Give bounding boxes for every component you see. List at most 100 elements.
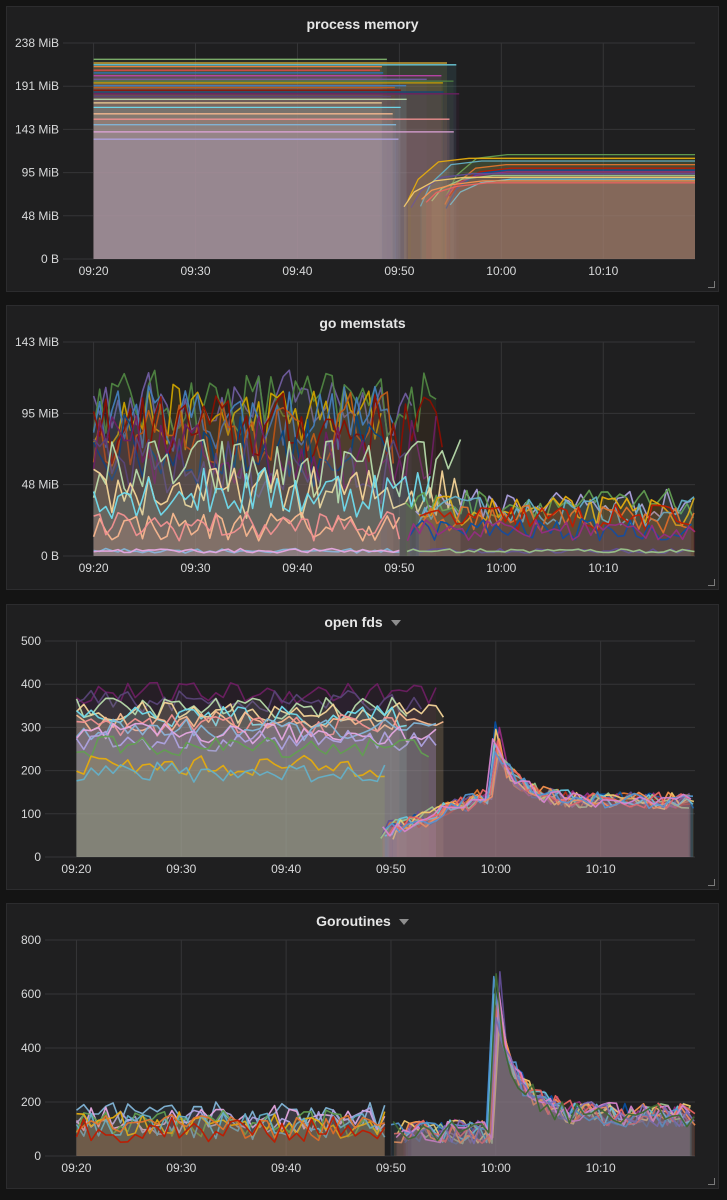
- series-line-area: [389, 727, 691, 857]
- x-tick-label: 09:40: [282, 264, 312, 278]
- series-line: [75, 722, 437, 746]
- series-line-area: [76, 702, 444, 857]
- series-line-area: [93, 107, 401, 260]
- series-line: [421, 180, 695, 200]
- y-tick-label: 143 MiB: [15, 335, 59, 349]
- series-line-area: [76, 736, 429, 857]
- series-line: [449, 178, 695, 206]
- x-tick-label: 10:00: [486, 561, 516, 575]
- series-group: [92, 369, 696, 556]
- y-tick-label: 48 MiB: [22, 478, 59, 492]
- series-line: [92, 385, 395, 452]
- x-tick-label: 10:10: [586, 862, 616, 876]
- x-tick-label: 09:50: [384, 561, 414, 575]
- series-line-area: [418, 496, 695, 556]
- series-line-area: [93, 59, 387, 259]
- series-line-area: [396, 739, 691, 857]
- y-tick-label: 0 B: [41, 549, 59, 563]
- series-line-area: [93, 384, 381, 556]
- series-line-area: [407, 519, 695, 556]
- series-line-area: [446, 170, 695, 259]
- series-line-area: [76, 1105, 385, 1156]
- series-line: [384, 751, 694, 833]
- series-line-area: [396, 993, 690, 1156]
- resize-handle[interactable]: [708, 579, 715, 586]
- series-line-area: [444, 164, 695, 259]
- y-tick-label: 500: [21, 634, 41, 648]
- y-tick-label: 143 MiB: [15, 122, 59, 136]
- series-line-area: [76, 762, 385, 857]
- series-line-area: [418, 496, 694, 556]
- series-line: [425, 182, 695, 203]
- goroutines-panel: 0 200 400 600 800 09:20 09:30 09:40 09:50 10:00 10…: [6, 903, 719, 1189]
- series-line-area: [93, 96, 392, 259]
- series-line-area: [93, 63, 447, 259]
- y-tick-label: 200: [21, 764, 41, 778]
- series-line: [93, 511, 401, 542]
- x-tick-label: 09:30: [181, 561, 211, 575]
- series-line-area: [76, 1114, 385, 1156]
- series-line-area: [93, 131, 454, 259]
- resize-handle[interactable]: [708, 879, 715, 886]
- series-line: [75, 1114, 385, 1142]
- panel-title[interactable]: go memstats: [319, 315, 406, 331]
- resize-handle[interactable]: [708, 281, 715, 288]
- series-line-area: [93, 85, 407, 259]
- process-memory-chart: 0 B 48 MiB 95 MiB 143 MiB 191 MiB 238 MiB 09:2…: [15, 36, 695, 278]
- panel-title[interactable]: process memory: [306, 16, 419, 32]
- series-line: [92, 369, 437, 437]
- series-line-area: [420, 161, 695, 259]
- series-line: [76, 735, 430, 758]
- series-line-area: [426, 182, 695, 259]
- series-line-area: [394, 1002, 695, 1156]
- go-memstats-panel: 0 B 48 MiB 95 MiB 143 MiB 09:20 09:30 09:40 09:…: [6, 305, 719, 590]
- series-line-area: [93, 124, 397, 259]
- series-line: [75, 718, 437, 742]
- series-line-area: [93, 467, 461, 556]
- series-line-area: [404, 177, 695, 259]
- series-line-area: [93, 370, 437, 556]
- series-line-area: [418, 505, 694, 556]
- y-tick-label: 0 B: [41, 252, 59, 266]
- series-line-area: [93, 392, 394, 556]
- x-tick-label: 09:40: [282, 561, 312, 575]
- resize-handle[interactable]: [708, 1178, 715, 1185]
- series-line: [76, 761, 386, 783]
- series-line: [76, 754, 385, 778]
- series-line: [76, 681, 437, 705]
- chevron-down-icon[interactable]: [390, 620, 401, 627]
- y-tick-label: 400: [21, 677, 41, 691]
- series-line-area: [76, 755, 385, 857]
- y-tick-label: 400: [21, 1041, 41, 1055]
- y-tick-label: 0: [34, 850, 41, 864]
- y-tick-label: 95 MiB: [22, 166, 59, 180]
- x-tick-label: 09:30: [166, 1161, 196, 1175]
- series-line-area: [93, 139, 399, 259]
- series-line-area: [76, 1102, 385, 1156]
- chevron-down-icon[interactable]: [398, 919, 409, 926]
- open-fds-panel: 0 100 200 300 400 500 09:20 09:30 09:40 09:50 10:0…: [6, 604, 719, 890]
- series-line-area: [410, 518, 692, 556]
- x-tick-label: 10:00: [481, 862, 511, 876]
- series-line: [76, 713, 401, 737]
- series-line: [92, 467, 431, 519]
- y-tick-label: 0: [34, 1149, 41, 1163]
- series-line-area: [93, 511, 400, 556]
- series-line-area: [445, 171, 695, 259]
- series-line-area: [93, 102, 382, 260]
- series-line: [75, 705, 407, 728]
- x-tick-label: 10:10: [588, 264, 618, 278]
- series-line: [419, 160, 695, 207]
- series-line-area: [93, 113, 393, 259]
- y-tick-label: 300: [21, 720, 41, 734]
- goroutines-chart: 0 200 400 600 800 09:20 09:30 09:40 09:50 10:00 10…: [21, 933, 696, 1175]
- series-line: [445, 171, 695, 198]
- series-line: [382, 738, 692, 837]
- series-line-area: [93, 512, 400, 556]
- series-line-area: [411, 173, 695, 259]
- process-memory-panel: 0 B 48 MiB 95 MiB 143 MiB 191 MiB 238 MiB 09:2…: [6, 6, 719, 292]
- x-tick-label: 10:10: [588, 561, 618, 575]
- panel-title[interactable]: open fds: [7, 614, 718, 630]
- panel-title[interactable]: Goroutines: [7, 913, 718, 929]
- y-tick-label: 95 MiB: [22, 406, 59, 420]
